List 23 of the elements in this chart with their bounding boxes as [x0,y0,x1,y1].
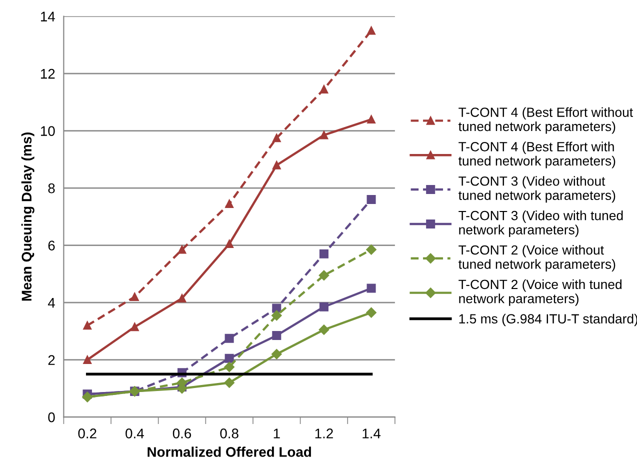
legend-label: T-CONT 4 (Best Effort without tuned network parameters) [458,107,633,134]
y-tick-label: 8 [48,183,55,194]
y-tick-label: 10 [40,126,55,136]
legend-label: T-CONT 3 (Video without tuned network parameters) [458,176,616,203]
x-tick-label: 1 [274,428,280,438]
x-tick-label: 0.8 [220,428,238,438]
y-tick-label: 4 [48,298,55,308]
y-axis-title: Mean Queuing Delay (ms) [21,132,34,301]
legend-label: T-CONT 2 (Voice with tuned network parameters) [458,279,622,306]
legend-label: T-CONT 3 (Video with tuned network parameters) [458,210,623,238]
x-axis-title: Normalized Offered Load [148,446,311,457]
x-tick-label: 1.2 [315,428,333,438]
x-tick-label: 1.4 [362,428,381,438]
legend-label: T-CONT 4 (Best Effort with tuned network parameters) [458,142,616,168]
y-tick-label: 14 [40,12,55,22]
y-tick-label: 2 [48,355,55,365]
y-tick-label: 6 [48,240,55,250]
legend-label: T-CONT 2 (Voice without tuned network parameters) [458,244,616,272]
y-tick-label: 12 [40,68,55,79]
y-tick-label: 0 [48,412,55,422]
x-tick-label: 0.2 [78,428,96,438]
x-tick-label: 0.4 [126,428,144,438]
x-tick-label: 0.6 [172,428,192,438]
